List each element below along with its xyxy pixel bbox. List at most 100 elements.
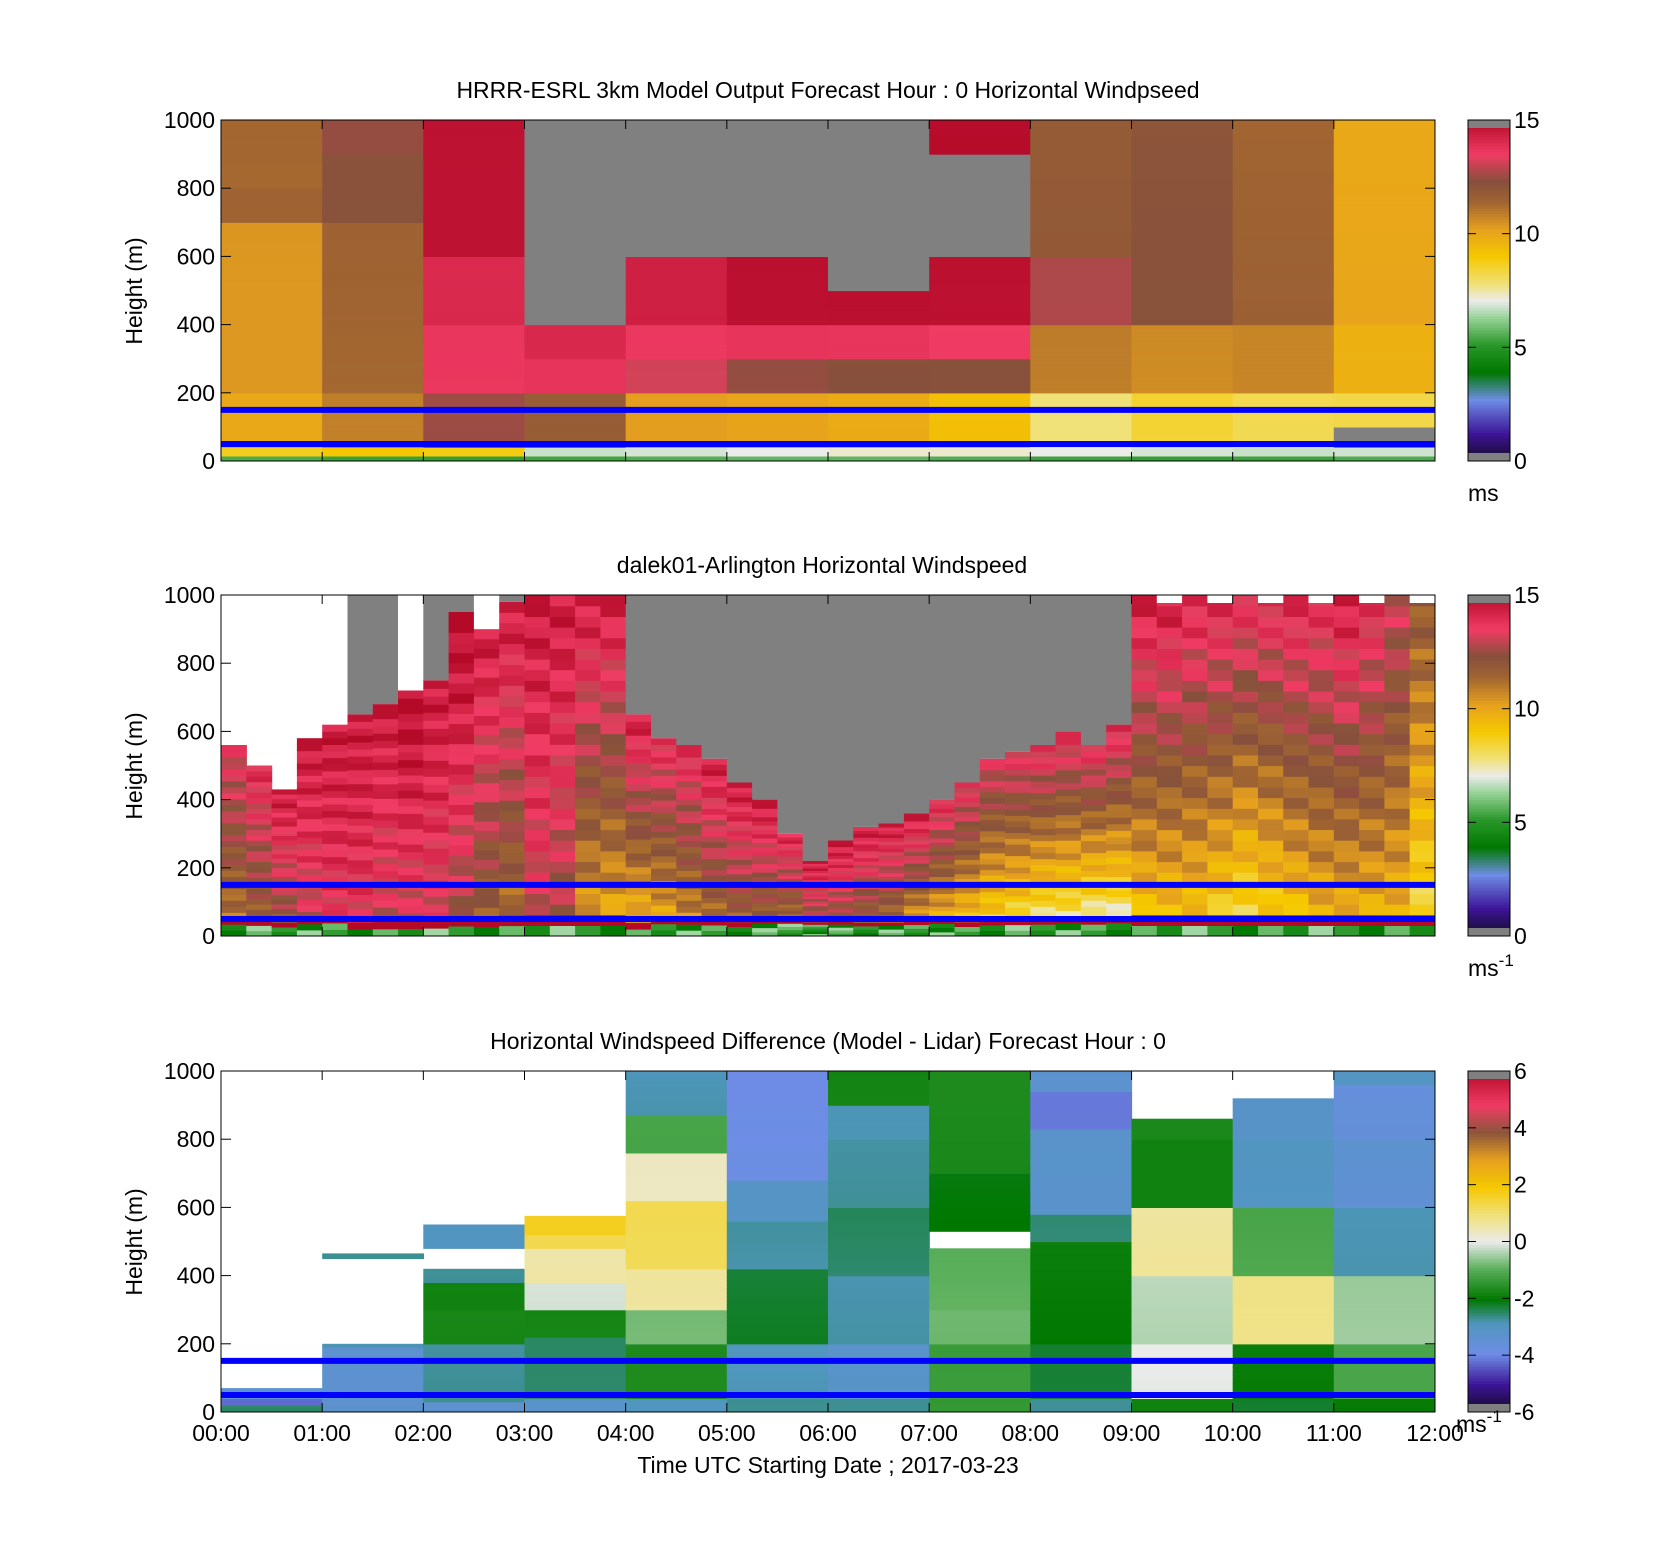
heatmap-cell [1030, 344, 1133, 350]
heatmap-cell [1156, 904, 1183, 916]
heatmap-cell [1080, 595, 1107, 745]
heatmap-cell [726, 427, 829, 433]
heatmap-cell [398, 744, 424, 753]
colorbar-segment [1468, 722, 1510, 727]
heatmap-cell [524, 324, 627, 329]
heatmap-cell [979, 797, 1006, 804]
heatmap-cell [423, 252, 526, 257]
heatmap-cell [322, 341, 424, 346]
heatmap-cell [423, 196, 526, 201]
colorbar-segment [1468, 796, 1510, 801]
colorbar-segment [1468, 606, 1510, 610]
heatmap-cell [296, 756, 323, 764]
heatmap-cell [1030, 1378, 1133, 1384]
heatmap-cell [398, 851, 424, 860]
heatmap-cell [322, 856, 349, 864]
heatmap-cell [398, 836, 424, 845]
heatmap-cell [929, 872, 956, 877]
heatmap-cell [398, 774, 424, 784]
heatmap-cell [1030, 804, 1057, 812]
heatmap-cell [954, 844, 981, 851]
heatmap-cell [549, 904, 576, 916]
heatmap-cell [423, 204, 526, 209]
heatmap-cell [1232, 1398, 1335, 1404]
heatmap-cell [423, 216, 526, 221]
heatmap-cell [726, 1351, 829, 1357]
heatmap-cell [524, 132, 627, 137]
heatmap-cell [1030, 1189, 1133, 1195]
heatmap-cell [929, 833, 956, 839]
heatmap-cell [1207, 595, 1234, 603]
heatmap-cell [1106, 731, 1133, 739]
heatmap-cell [423, 1324, 526, 1330]
heatmap-cell [398, 897, 424, 906]
heatmap-cell [1232, 268, 1335, 273]
colorbar-segment [1468, 367, 1510, 371]
heatmap-cell [929, 1198, 1031, 1203]
heatmap-cell [929, 876, 956, 882]
colorbar-segment [1468, 1269, 1510, 1274]
heatmap-cell [322, 289, 424, 295]
heatmap-cell [1232, 148, 1335, 153]
heatmap-cell [221, 317, 323, 323]
heatmap-cell [828, 1307, 930, 1313]
heatmap-cell [625, 1071, 728, 1076]
heatmap-cell [1333, 324, 1435, 330]
heatmap-cell [726, 144, 829, 149]
heatmap-cell [322, 1347, 424, 1352]
heatmap-cell [828, 1203, 930, 1208]
heatmap-cell [1131, 272, 1234, 277]
heatmap-cell [929, 1223, 1031, 1228]
heatmap-cell [828, 392, 930, 398]
heatmap-cell [221, 199, 323, 204]
colorbar-segment [1468, 810, 1510, 815]
heatmap-cell [853, 857, 880, 862]
heatmap-cell [1156, 925, 1183, 936]
heatmap-cell [549, 754, 576, 767]
heatmap-cell [1333, 192, 1435, 197]
heatmap-cell [575, 776, 601, 788]
heatmap-cell [221, 447, 323, 453]
heatmap-cell [1030, 1177, 1133, 1183]
heatmap-cell [625, 859, 652, 868]
heatmap-cell [221, 238, 323, 243]
heatmap-cell [802, 868, 829, 871]
heatmap-cell [878, 932, 905, 936]
heatmap-cell [575, 690, 601, 703]
heatmap-cell [929, 595, 956, 800]
colorbar-segment [1468, 1187, 1510, 1191]
heatmap-cell [1131, 140, 1234, 145]
heatmap-cell [347, 887, 374, 895]
heatmap-cell [878, 897, 905, 902]
heatmap-cell [1030, 1355, 1133, 1360]
heatmap-cell [726, 370, 829, 375]
heatmap-cell [625, 1224, 728, 1230]
heatmap-cell [1333, 1339, 1435, 1345]
colorbar-segment [1468, 901, 1510, 906]
heatmap-cell [1333, 451, 1435, 457]
heatmap-cell [221, 250, 323, 255]
heatmap-cell [651, 781, 677, 789]
heatmap-cell [1207, 829, 1234, 841]
heatmap-cell [802, 891, 829, 895]
heatmap-cell [651, 898, 677, 906]
heatmap-cell [726, 1157, 829, 1162]
heatmap-cell [954, 921, 981, 927]
heatmap-cell [600, 872, 627, 884]
heatmap-cell [1030, 264, 1133, 269]
heatmap-cell [398, 767, 424, 776]
heatmap-cell [1131, 1235, 1234, 1241]
heatmap-cell [549, 893, 576, 905]
heatmap-cell [828, 455, 930, 461]
heatmap-cell [246, 802, 273, 809]
heatmap-cell [625, 204, 728, 209]
heatmap-cell [726, 256, 829, 261]
heatmap-cell [322, 357, 424, 362]
colorbar-segment [1468, 648, 1510, 653]
colorbar-segment [1468, 1215, 1510, 1220]
heatmap-cell [828, 381, 930, 386]
heatmap-cell [1258, 872, 1284, 884]
panel-lidar: dalek01-Arlington Horizontal Windspeed 0… [121, 552, 1540, 981]
heatmap-cell [549, 648, 576, 660]
heatmap-cell [1333, 1223, 1435, 1228]
